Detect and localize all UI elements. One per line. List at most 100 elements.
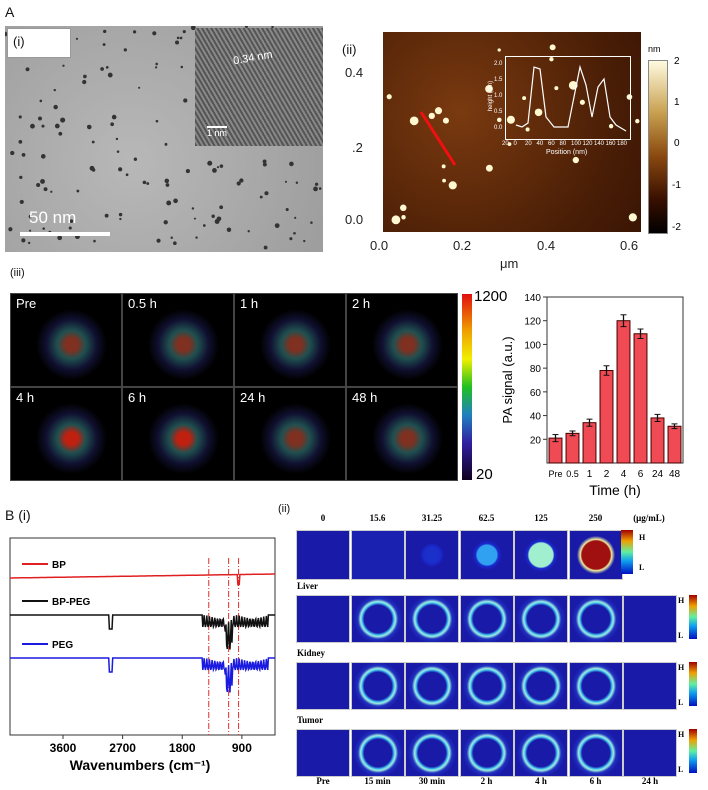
concentration-image [459, 530, 514, 580]
pa-colorbar [462, 294, 472, 480]
x-tick-label: 2 [604, 469, 610, 480]
nanoparticle [21, 153, 26, 157]
nanoparticle [43, 187, 48, 192]
nanoparticle [40, 154, 46, 159]
nanoparticle [193, 217, 196, 220]
afm-xunit: μm [500, 256, 519, 271]
nanoparticle [115, 137, 119, 141]
nanoparticle [53, 104, 58, 110]
nanoparticle [100, 67, 104, 71]
nanoparticle [183, 98, 188, 103]
nanoparticle [207, 160, 213, 166]
x-tick-label: 3600 [50, 741, 77, 755]
y-tick-label: 80 [530, 364, 542, 375]
y-tick-label: 40 [530, 412, 542, 423]
nanoparticle [179, 36, 183, 40]
scale-low: L [678, 765, 684, 774]
nanoparticle [289, 161, 294, 167]
nanoparticle [103, 29, 107, 34]
nanoparticle [82, 79, 87, 85]
pa-image-frame: Pre [10, 293, 122, 387]
organ-image [296, 662, 350, 710]
scale-low: L [639, 563, 645, 572]
y-tick-label: 60 [530, 388, 542, 399]
scale-high: H [678, 663, 685, 672]
afm-ytick: 0.4 [345, 65, 364, 80]
nanoparticle [182, 30, 186, 34]
nanoparticle [138, 86, 141, 89]
afm-xtick: 0.2 [453, 238, 472, 253]
nanoparticle [271, 25, 274, 29]
y-axis-label: PA signal (a.u.) [500, 336, 515, 423]
nanoparticle [50, 190, 53, 193]
afm-particle [628, 213, 637, 222]
nanoparticle [29, 229, 32, 232]
organ-image [405, 729, 459, 777]
afm-xtick: 0.0 [370, 238, 389, 253]
nanoparticle [285, 208, 289, 212]
nanoparticle [303, 239, 306, 243]
organ-label: Tumor [297, 715, 324, 725]
nanoparticle [60, 117, 66, 123]
afm-particle [497, 48, 501, 52]
scale-high: H [639, 533, 646, 542]
intensity-colorbar [689, 729, 697, 773]
pa-image-frame: 24 h [234, 387, 346, 481]
x-tick-label: 1 [587, 469, 593, 480]
nanoparticle [27, 241, 31, 245]
afm-particle [522, 96, 527, 101]
pa-frame-label: 2 h [352, 296, 371, 311]
nanoparticle [83, 74, 87, 79]
organ-image [296, 595, 350, 643]
nanoparticle [54, 123, 60, 129]
legend-label: BP [52, 560, 66, 571]
concentration-label: 0 [320, 513, 326, 523]
nanoparticle [10, 150, 15, 156]
nanoparticle [30, 123, 35, 129]
organ-image [350, 729, 405, 777]
bar [565, 432, 580, 464]
nanoparticle [164, 178, 170, 184]
x-tick-label: 4 [621, 469, 627, 480]
nanoparticle [156, 238, 161, 243]
nanoparticle [25, 67, 30, 72]
x-axis-label: Time (h) [589, 482, 641, 498]
concentration-image [350, 530, 405, 580]
afm-particle [496, 117, 502, 123]
afm-particle [549, 57, 554, 62]
afm-particle [442, 117, 449, 124]
afm-particle [434, 107, 443, 115]
concentration-label: 31.25 [421, 513, 443, 523]
organ-image [459, 662, 514, 710]
plot-frame [546, 296, 684, 464]
nanoparticle [116, 150, 120, 153]
imaging-label: (ii) [278, 503, 291, 515]
afm-particle [485, 85, 493, 93]
concentration-image [296, 530, 350, 580]
organ-image [459, 729, 514, 777]
nanoparticle [195, 236, 198, 239]
legend-label: PEG [52, 640, 73, 651]
pa-image-frame: 1 h [234, 293, 346, 387]
nanoparticle [110, 122, 115, 127]
time-label: 2 h [480, 776, 493, 786]
pa-image-frame: 48 h [346, 387, 458, 481]
nanoparticle [118, 212, 123, 217]
x-tick-label: 48 [669, 469, 681, 480]
pa-image-frame: 2 h [346, 293, 458, 387]
inset-x-tick-label: 80 [559, 141, 567, 147]
afm-particle [506, 115, 515, 124]
nanoparticle [274, 223, 280, 229]
afm-particles [386, 44, 640, 225]
nanoparticle [247, 230, 250, 233]
organ-image [623, 729, 677, 777]
concentration-image [568, 530, 623, 580]
nanoparticle [219, 205, 224, 210]
x-tick-label: 2700 [109, 741, 136, 755]
organ-image [405, 662, 459, 710]
nanoparticle [295, 181, 299, 184]
x-axis-label: Wavenumbers (cm⁻¹) [70, 757, 211, 773]
nanoparticle [39, 99, 43, 103]
series-line-bp [10, 573, 275, 586]
inset-xlabel: Position (nm) [546, 149, 588, 156]
